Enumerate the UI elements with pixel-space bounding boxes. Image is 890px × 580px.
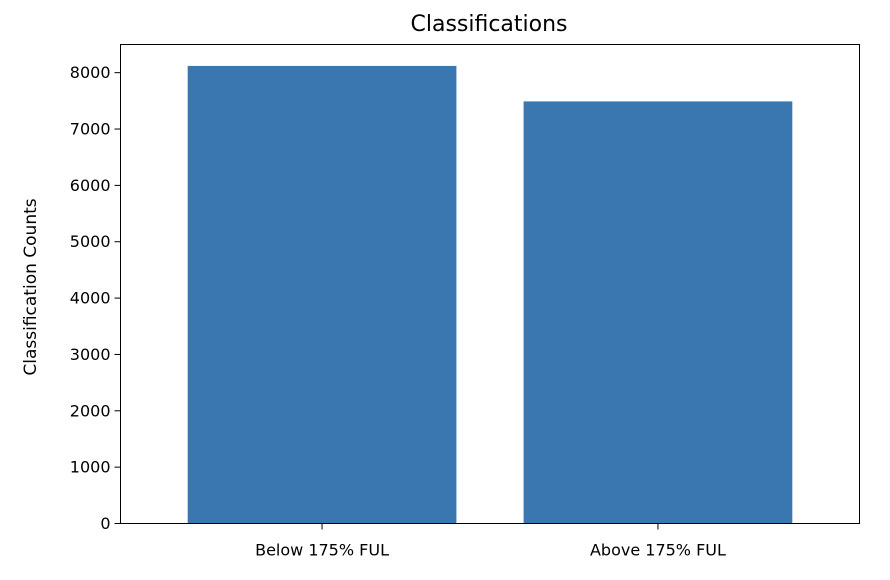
bar-0 bbox=[187, 65, 457, 524]
bar-1 bbox=[523, 101, 793, 524]
y-tick-label: 5000 bbox=[70, 232, 111, 251]
y-tick-label: 0 bbox=[100, 514, 110, 533]
x-tick-label: Above 175% FUL bbox=[590, 541, 726, 560]
y-tick-label: 3000 bbox=[70, 345, 111, 364]
y-tick-label: 8000 bbox=[70, 63, 111, 82]
plot-frame bbox=[120, 44, 860, 524]
x-tick-label: Below 175% FUL bbox=[255, 541, 389, 560]
y-axis-ticks: 0 1000 2000 3000 4000 5000 6000 7000 8000 bbox=[70, 63, 121, 533]
y-tick-label: 2000 bbox=[70, 401, 111, 420]
y-tick-label: 6000 bbox=[70, 176, 111, 195]
y-tick-label: 1000 bbox=[70, 458, 111, 477]
y-tick-label: 7000 bbox=[70, 120, 111, 139]
y-axis-label: Classification Counts bbox=[21, 198, 41, 375]
x-axis-ticks: Below 175% FUL Above 175% FUL bbox=[255, 523, 726, 560]
y-tick-label: 4000 bbox=[70, 289, 111, 308]
chart-title: Classifications bbox=[410, 12, 567, 37]
bars bbox=[187, 65, 793, 524]
